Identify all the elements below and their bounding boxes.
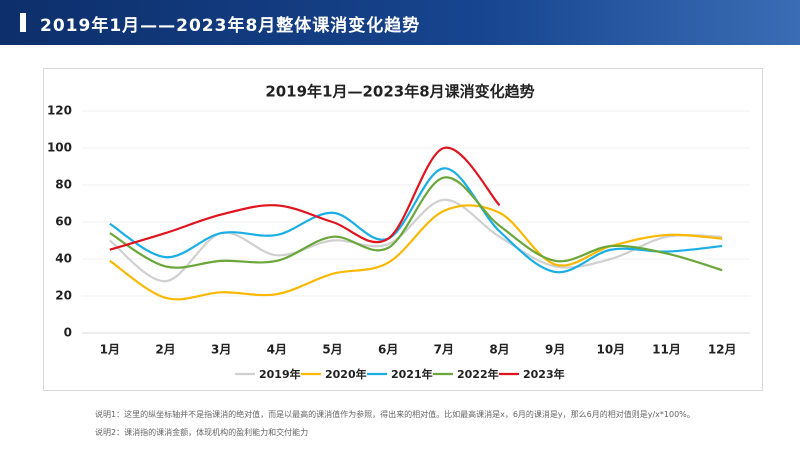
note: 说明1：这里的纵坐标轴并不是指课消的绝对值，而是以最高的课消值作为参照，得出来的… — [95, 410, 695, 419]
x-tick-label: 9月 — [545, 343, 565, 357]
x-tick-label: 3月 — [211, 343, 231, 357]
series-line — [109, 146, 501, 251]
y-tick-label: 20 — [55, 289, 72, 303]
y-tick-label: 100 — [47, 141, 72, 155]
chart-frame — [43, 68, 763, 391]
x-tick-label: 10月 — [596, 343, 625, 357]
series-line — [109, 176, 723, 272]
header: 2019年1月——2023年8月整体课消变化趋势 — [0, 0, 800, 45]
x-tick-label: 4月 — [267, 343, 287, 357]
x-tick-label: 5月 — [322, 343, 342, 357]
legend-label: 2020年 — [325, 367, 367, 381]
legend-label: 2019年 — [259, 367, 301, 381]
y-tick-label: 120 — [47, 104, 72, 118]
series-line — [109, 167, 723, 274]
x-tick-label: 2月 — [155, 343, 175, 357]
note: 说明2：课消指的课消金额，体现机构的盈利能力和交付能力 — [95, 428, 309, 437]
series-line — [109, 198, 723, 283]
y-tick-label: 0 — [64, 326, 72, 340]
y-tick-label: 40 — [55, 252, 72, 266]
x-tick-label: 7月 — [434, 343, 454, 357]
x-tick-label: 11月 — [652, 343, 681, 357]
y-tick-label: 80 — [55, 178, 72, 192]
x-tick-label: 1月 — [100, 343, 120, 357]
x-tick-label: 6月 — [378, 343, 398, 357]
header-mark — [20, 13, 26, 32]
header-title: 2019年1月——2023年8月整体课消变化趋势 — [40, 16, 421, 36]
y-tick-label: 60 — [55, 215, 72, 229]
legend-label: 2022年 — [457, 367, 499, 381]
chart-title: 2019年1月—2023年8月课消变化趋势 — [265, 83, 534, 101]
legend-label: 2023年 — [523, 367, 565, 381]
x-tick-label: 8月 — [489, 343, 509, 357]
x-tick-label: 12月 — [708, 343, 737, 357]
legend-label: 2021年 — [391, 367, 433, 381]
